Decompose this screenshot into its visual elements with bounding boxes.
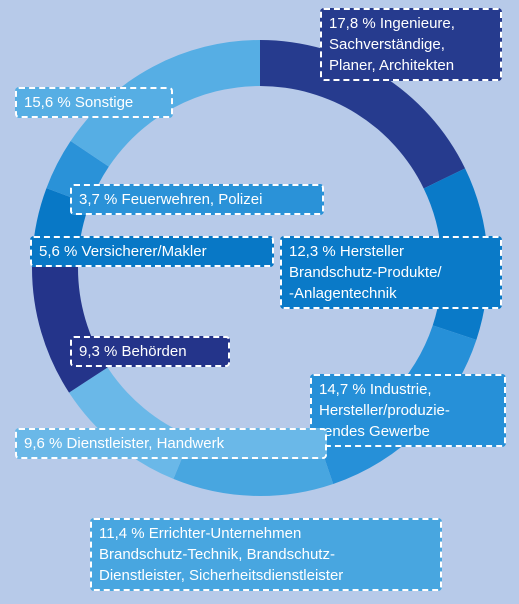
value-label: 12,3 % [289, 243, 336, 260]
category-label: Ingenieure, Sachverständige, Planer, Arc… [329, 15, 455, 74]
category-label: Behörden [121, 343, 187, 360]
segment [31, 266, 108, 393]
label: 3,7 % Feuerwehren, Polizei [70, 184, 324, 215]
value-label: 14,7 % [319, 381, 366, 398]
value-label: 3,7 % [79, 191, 118, 208]
category-label: Hersteller Brandschutz-Produkte/ -Anlage… [289, 243, 442, 302]
label: 5,6 % Versicherer/Makler [30, 236, 274, 267]
label: 9,3 % Behörden [70, 336, 230, 367]
segment [69, 367, 191, 479]
value-label: 5,6 % [39, 243, 78, 260]
category-label: Dienstleister, Handwerk [66, 435, 225, 452]
value-label: 15,6 % [24, 94, 71, 111]
label: 17,8 % Ingenieure, Sachverständige, Plan… [320, 8, 502, 81]
label: 9,6 % Dienstleister, Handwerk [15, 428, 327, 459]
category-label: Versicherer/Makler [81, 243, 207, 260]
category-label: Errichter-Unternehmen Brandschutz-Techni… [99, 525, 344, 584]
label: 14,7 % Industrie, Hersteller/produzie- r… [310, 374, 506, 447]
value-label: 11,4 % [99, 525, 145, 542]
value-label: 17,8 % [329, 15, 376, 32]
label: 11,4 % Errichter-Unternehmen Brandschutz… [90, 518, 442, 591]
label: 15,6 % Sonstige [15, 87, 173, 118]
segment [260, 40, 466, 189]
label: 12,3 % Hersteller Brandschutz-Produkte/ … [280, 236, 502, 309]
value-label: 9,3 % [79, 343, 118, 360]
category-label: Feuerwehren, Polizei [121, 191, 263, 208]
category-label: Industrie, Hersteller/produzie- rendes G… [319, 381, 450, 440]
category-label: Sonstige [74, 94, 134, 111]
value-label: 9,6 % [24, 435, 63, 452]
